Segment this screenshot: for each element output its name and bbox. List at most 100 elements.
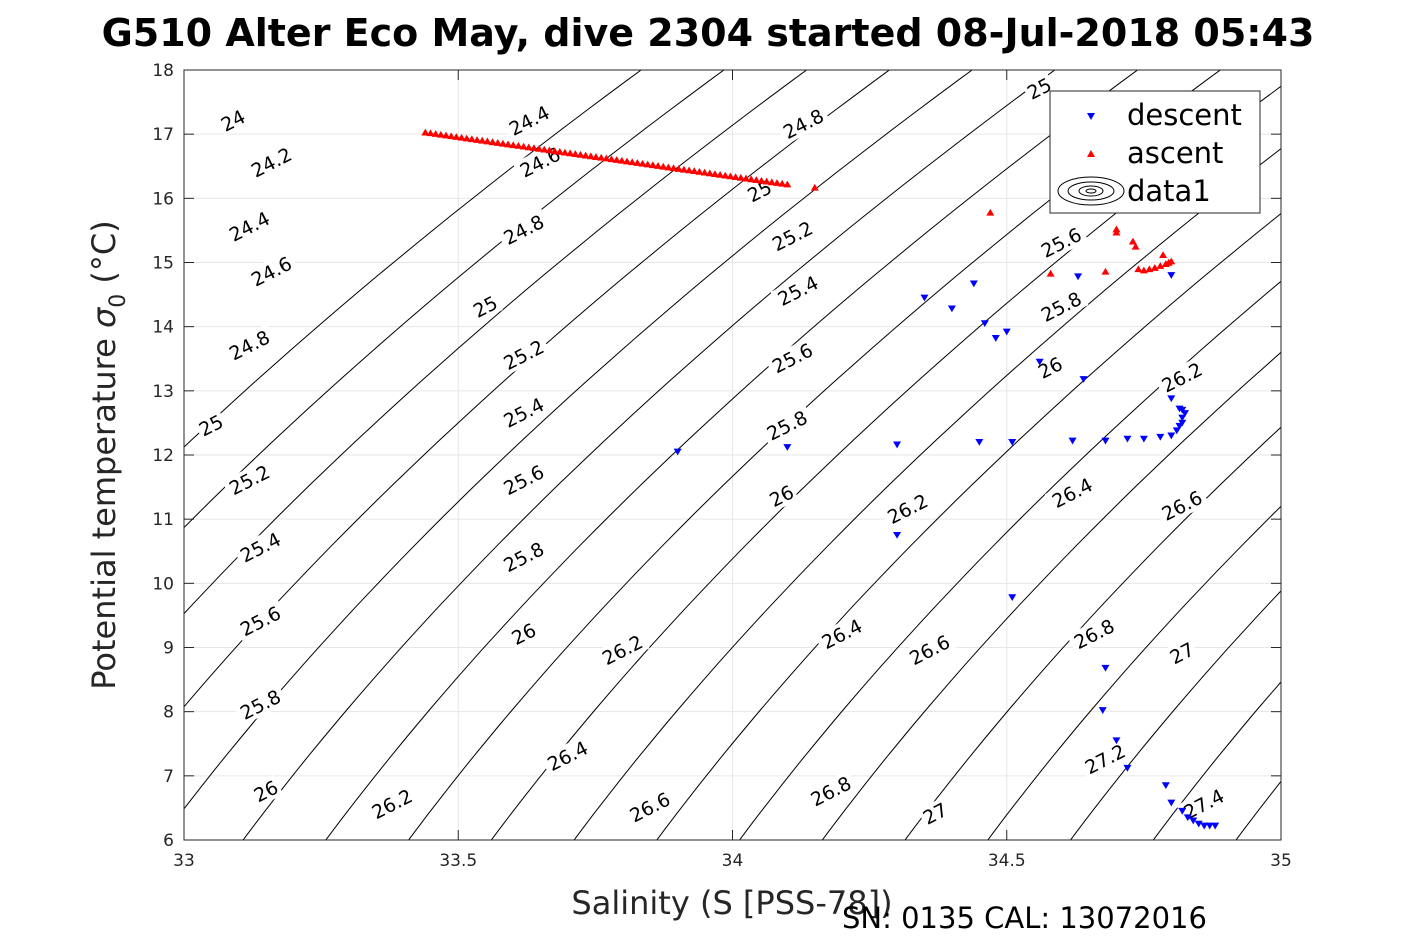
y-axis-label-sigma: σ [85,306,123,328]
descent-point [1175,405,1184,413]
contour-label: 24.4 [501,99,557,142]
y-tick-label: 11 [152,510,174,530]
contour-line [1069,590,1281,840]
ascent-point [1131,242,1140,250]
ascent-point [628,158,637,166]
contour-label: 26.6 [902,628,957,671]
legend-data1-icon [1057,176,1125,206]
contour-label-text: 24.8 [500,211,548,250]
ascent-point [648,161,657,169]
contour-label-text: 24.2 [248,144,296,183]
contour-label: 25.8 [759,404,815,447]
ascent-point [488,138,497,146]
ascent-point [710,170,719,178]
ascent-point [1134,265,1143,273]
contour-label-bg [540,734,595,777]
ascent-point [674,165,683,172]
contour-label: 24.8 [222,323,277,367]
contour-label-bg [763,479,799,512]
ascent-point [597,153,606,161]
y-tick-label: 10 [152,574,174,594]
contour-label-bg [496,208,551,251]
contour-label-text: 26 [1035,353,1067,384]
y-axis-label-main: Potential temperature [85,328,123,690]
ascent-point [705,169,714,177]
ascent-point [524,143,533,151]
ascent-point [617,156,626,164]
contour-label: 25 [467,290,503,323]
descent-point [947,305,956,313]
ascent-point [669,164,678,172]
contour-label-text: 26.2 [369,785,417,824]
ascent-point [493,139,502,146]
descent-point [1156,433,1165,441]
contour-label-bg [770,269,826,312]
contour-label: 24.2 [244,140,299,184]
contour-line [184,70,808,615]
ascent-point [986,208,995,216]
ascent-point [741,174,750,182]
contour-label-bg [1033,285,1089,328]
contour-line [573,148,1281,840]
contour-label-bg [595,628,650,671]
ascent-point [462,134,471,142]
contour-label-bg [233,525,288,569]
contour-label: 26.4 [1044,471,1100,514]
contour-label-bg [1154,355,1210,399]
contour-label-text: 25.8 [1038,288,1086,327]
descent-point [1002,328,1011,336]
descent-point [1194,820,1203,828]
contour-label-bg [248,774,284,808]
contour-label-bg [902,628,957,671]
legend: descent ascent data1 [1049,90,1261,214]
contour-line [1152,681,1281,840]
contour-label-text: 26 [766,481,798,512]
contour-label-bg [215,104,251,137]
ascent-point [592,153,601,160]
y-tick-label: 8 [163,703,174,723]
contour-label-bg [233,599,288,643]
contour-label: 24.8 [776,102,831,145]
ascent-point [452,133,461,140]
ascent-point [767,178,776,186]
contour-label-text: 24.4 [506,102,554,141]
contour-label: 26 [763,479,799,512]
ascent-point [1156,262,1165,269]
contour-label-bg [1032,351,1068,384]
descent-point [1178,414,1187,422]
ascent-point [633,159,642,166]
ascent-point [1150,264,1159,271]
contour-label: 26.2 [364,782,420,825]
contour-label-bg [496,333,551,376]
contour-line [184,70,891,708]
contour-label-bg [496,535,551,578]
contour-label-text: 26.4 [1049,474,1097,513]
contour-label-bg [233,683,288,726]
ascent-point [447,132,456,140]
ascent-point [586,152,595,160]
contour-label-text: 24.6 [248,253,296,292]
ascent-point [736,173,745,181]
descent-point [1079,376,1088,383]
contour-label: 25.6 [496,458,551,501]
y-tick-label: 16 [152,189,174,209]
ascent-point [545,146,554,154]
contour-label: 26 [506,617,542,650]
contour-label-bg [193,409,229,442]
ascent-point [679,165,688,173]
ascent-point [643,160,652,168]
ascent-point [1159,251,1168,258]
x-tick-label: 34.5 [988,851,1026,871]
contour-label-text: 26.8 [1071,615,1119,654]
contour-label-bg [759,404,815,447]
descent-point [1101,437,1110,445]
contour-label-text: 26.2 [884,490,932,529]
contour-label: 26.2 [880,487,935,530]
descent-point [893,441,902,449]
descent-point [1068,437,1077,445]
legend-box [1049,90,1261,214]
ascent-point [762,177,771,185]
contour-label: 25.4 [496,391,551,434]
contour-label: 26.6 [1154,484,1210,527]
footnote-serial-cal: SN: 0135 CAL: 13072016 [842,901,1207,935]
